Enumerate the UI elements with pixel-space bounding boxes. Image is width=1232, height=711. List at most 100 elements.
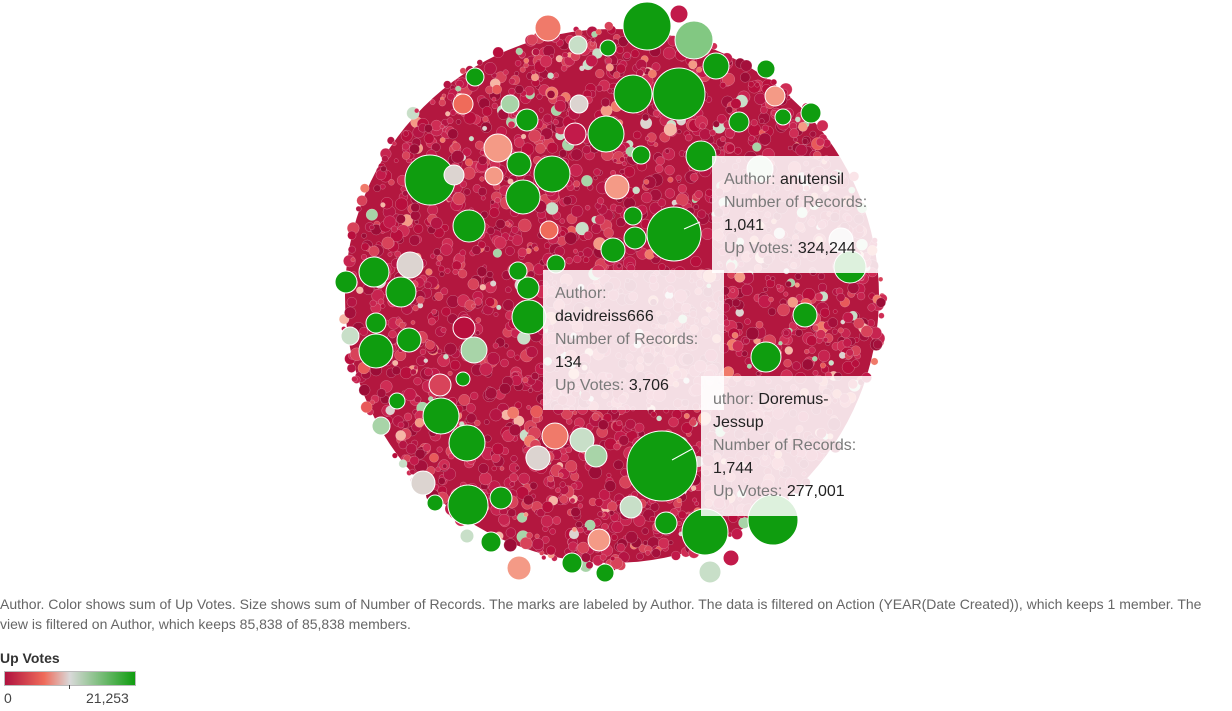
- author-bubble: [436, 255, 443, 262]
- author-bubble: [439, 137, 446, 144]
- author-bubble: [442, 463, 448, 469]
- author-bubble: [851, 359, 860, 368]
- author-bubble: [754, 82, 760, 88]
- author-bubble-large: [489, 486, 513, 510]
- author-bubble: [594, 214, 606, 226]
- author-bubble: [562, 196, 573, 206]
- author-bubble-large: [480, 531, 502, 553]
- author-bubble: [529, 481, 538, 490]
- author-bubble: [730, 98, 742, 110]
- author-bubble: [575, 29, 583, 37]
- author-bubble: [577, 495, 584, 502]
- author-bubble: [518, 472, 530, 485]
- author-bubble: [427, 204, 439, 216]
- author-bubble: [546, 90, 556, 99]
- author-bubble: [480, 195, 486, 201]
- author-bubble: [451, 260, 462, 271]
- author-bubble: [743, 337, 750, 345]
- author-bubble: [647, 69, 657, 79]
- author-bubble: [572, 410, 578, 416]
- author-bubble-large: [561, 552, 583, 574]
- author-bubble-large: [698, 560, 722, 584]
- author-bubble: [447, 128, 459, 140]
- author-bubble: [443, 353, 449, 360]
- author-bubble: [767, 307, 777, 316]
- author-bubble: [794, 116, 801, 123]
- author-bubble: [794, 282, 800, 288]
- author-bubble: [565, 446, 573, 454]
- author-bubble: [391, 452, 398, 459]
- author-bubble: [591, 223, 602, 234]
- author-bubble: [641, 527, 649, 535]
- author-bubble-large: [396, 251, 424, 279]
- author-bubble-large: [728, 111, 750, 133]
- author-bubble: [479, 176, 485, 182]
- author-bubble-large: [506, 555, 532, 581]
- author-bubble-large: [515, 108, 539, 132]
- author-bubble: [431, 142, 441, 153]
- author-bubble: [413, 365, 418, 370]
- author-bubble: [459, 67, 467, 75]
- author-bubble: [828, 360, 835, 366]
- author-bubble: [478, 155, 488, 165]
- author-bubble: [644, 136, 650, 141]
- author-bubble-large: [539, 220, 559, 240]
- author-bubble: [801, 138, 809, 145]
- author-bubble: [358, 384, 371, 396]
- author-bubble: [459, 249, 467, 257]
- author-bubble-large: [508, 261, 528, 281]
- author-bubble: [478, 472, 493, 486]
- author-bubble: [731, 528, 743, 540]
- author-bubble: [573, 248, 578, 254]
- author-bubble-large: [604, 174, 630, 200]
- author-bubble: [523, 512, 529, 518]
- author-bubble: [754, 92, 767, 105]
- author-bubble: [514, 71, 520, 76]
- author-bubble-large: [371, 416, 391, 436]
- author-bubble: [545, 202, 559, 215]
- author-bubble: [381, 155, 389, 163]
- author-bubble: [449, 359, 461, 371]
- author-bubble: [538, 76, 544, 82]
- legend-max: 21,253: [86, 690, 129, 706]
- author-bubble: [401, 142, 410, 151]
- author-bubble: [699, 122, 707, 130]
- author-bubble: [508, 87, 516, 95]
- author-bubble: [463, 188, 471, 196]
- author-bubble: [514, 84, 524, 95]
- author-bubble: [398, 440, 408, 450]
- author-bubble: [538, 107, 544, 113]
- author-bubble: [636, 552, 644, 561]
- author-bubble: [477, 240, 486, 249]
- author-bubble: [795, 328, 803, 337]
- author-bubble: [401, 151, 411, 160]
- author-bubble: [346, 296, 357, 308]
- author-bubble: [475, 330, 481, 336]
- author-bubble: [623, 165, 636, 178]
- author-bubble: [436, 446, 443, 453]
- author-bubble-large: [619, 495, 643, 519]
- author-bubble: [416, 295, 425, 305]
- author-bubble: [387, 251, 393, 257]
- author-bubble: [492, 342, 499, 349]
- author-bubble: [560, 65, 568, 72]
- author-bubble: [607, 88, 613, 94]
- author-label: Author:: [555, 285, 607, 302]
- author-bubble: [795, 144, 808, 157]
- author-bubble: [410, 202, 420, 213]
- author-bubble: [528, 129, 542, 143]
- author-bubble: [597, 197, 605, 205]
- author-bubble-large: [800, 102, 822, 124]
- tooltip-doremus-jessup: uthor: Doremus- Jessup Number of Records…: [701, 376, 880, 516]
- author-bubble-large: [623, 226, 647, 250]
- author-bubble-large: [584, 444, 608, 468]
- author-bubble: [613, 443, 621, 451]
- author-bubble: [603, 227, 614, 239]
- author-bubble: [612, 158, 618, 163]
- author-bubble: [597, 419, 609, 431]
- author-bubble: [694, 190, 703, 199]
- author-bubble: [435, 260, 442, 267]
- author-bubble: [360, 401, 373, 414]
- author-bubble: [492, 46, 504, 59]
- author-bubble: [725, 143, 736, 153]
